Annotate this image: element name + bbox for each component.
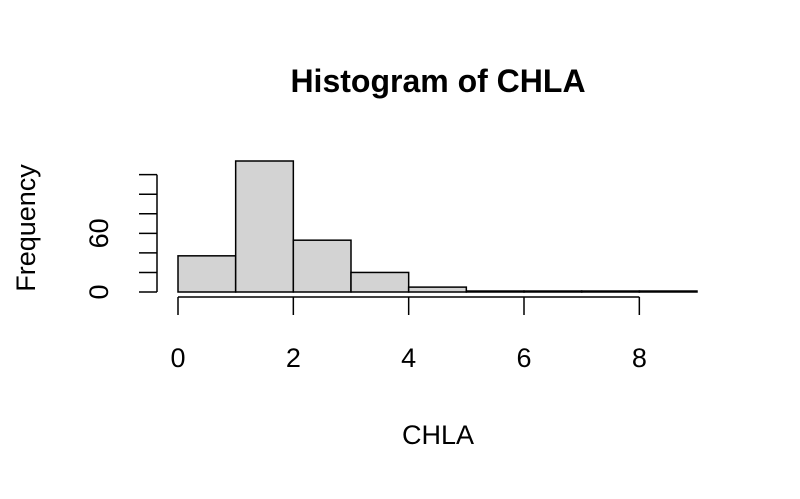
bar-6-7 [523,290,583,293]
x-tick-label-0: 0 [170,343,185,373]
bar-1-2 [234,160,295,293]
bar-5-6 [465,290,525,293]
bar-0-1 [177,255,237,293]
y-tick-label-0: 0 [84,284,114,299]
x-axis-label: CHLA [402,420,474,450]
x-tick-label-2: 2 [286,343,301,373]
bar-2-3 [292,239,352,293]
x-axis: 0 2 4 6 8 [170,296,647,373]
x-tick-label-6: 6 [516,343,531,373]
y-axis: 0 60 [84,173,158,300]
y-axis-label: Frequency [11,164,41,292]
bars-group [177,160,698,293]
x-tick-label-4: 4 [401,343,416,373]
x-tick-label-8: 8 [632,343,647,373]
bar-7-8 [580,290,641,293]
chart-title: Histogram of CHLA [290,63,585,99]
bar-3-4 [350,271,410,293]
bar-4-5 [407,286,468,293]
y-tick-label-60: 60 [84,218,114,248]
bar-8-9 [638,290,698,293]
